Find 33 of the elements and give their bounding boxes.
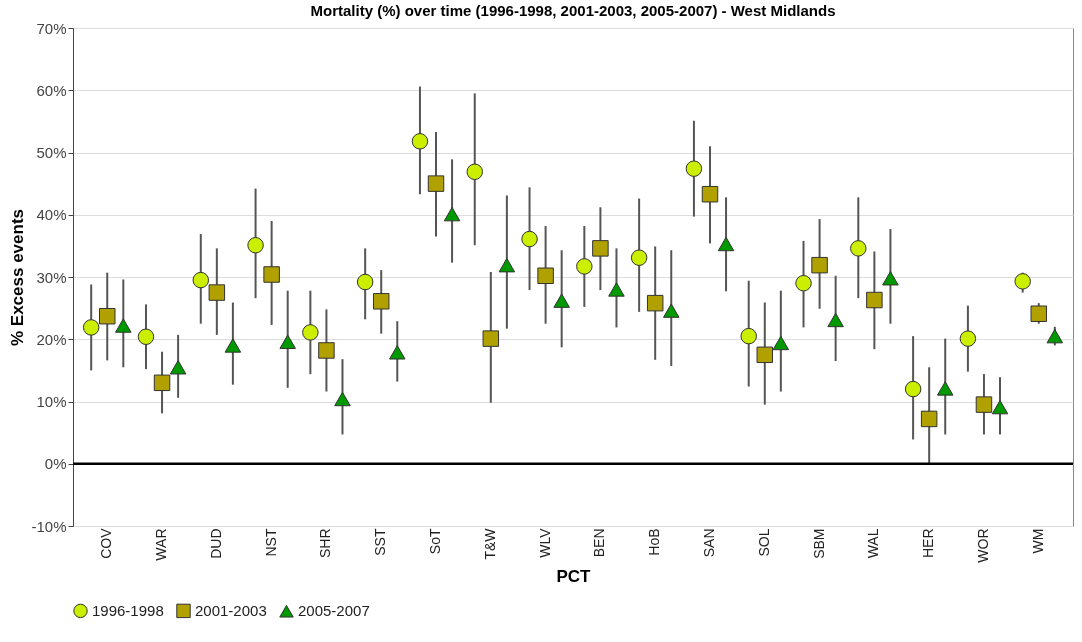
- legend-label: 2001-2003: [195, 601, 267, 619]
- x-tick-label: SoT: [427, 528, 444, 555]
- x-tick-label: NST: [262, 528, 279, 557]
- y-axis-title: % Excess events: [8, 208, 28, 347]
- x-tick-label: HoB: [646, 528, 663, 556]
- x-tick-label: SOL: [755, 528, 772, 557]
- y-tick-label: 10%: [36, 393, 67, 410]
- y-tick-label: 0%: [44, 455, 67, 473]
- y-tick-label: 50%: [36, 144, 67, 161]
- x-tick-label: WAR: [153, 528, 170, 561]
- x-tick-label: WOR: [974, 528, 991, 563]
- chart-title: Mortality (%) over time (1996-1998, 2001-2003, 2005-2007) - West Midlands: [310, 2, 836, 19]
- y-tick-label: 60%: [36, 81, 67, 99]
- y-tick-label: 40%: [36, 206, 67, 224]
- x-tick-label: BEN: [591, 528, 608, 558]
- x-tick-label: WLV: [536, 527, 553, 558]
- x-tick-label: HER: [920, 528, 937, 559]
- x-tick-label: WM: [1029, 528, 1046, 554]
- x-tick-label: T&W: [481, 527, 498, 560]
- x-tick-label: SBM: [810, 528, 827, 559]
- x-tick-label: WAL: [865, 528, 882, 559]
- x-tick-label: COV: [98, 527, 115, 559]
- x-tick-label: SHR: [317, 528, 334, 559]
- y-tick-label: -10%: [31, 517, 67, 535]
- y-tick-label: 30%: [36, 268, 67, 286]
- y-tick-label: 20%: [36, 330, 67, 348]
- x-tick-label: SAN: [700, 528, 717, 558]
- x-axis-title: PCT: [556, 566, 592, 586]
- x-tick-label: SST: [372, 528, 389, 556]
- legend-label: 1996-1998: [92, 601, 164, 619]
- legend-label: 2005-2007: [298, 602, 370, 620]
- y-tick-label: 70%: [36, 19, 67, 37]
- x-tick-label: DUD: [207, 528, 224, 559]
